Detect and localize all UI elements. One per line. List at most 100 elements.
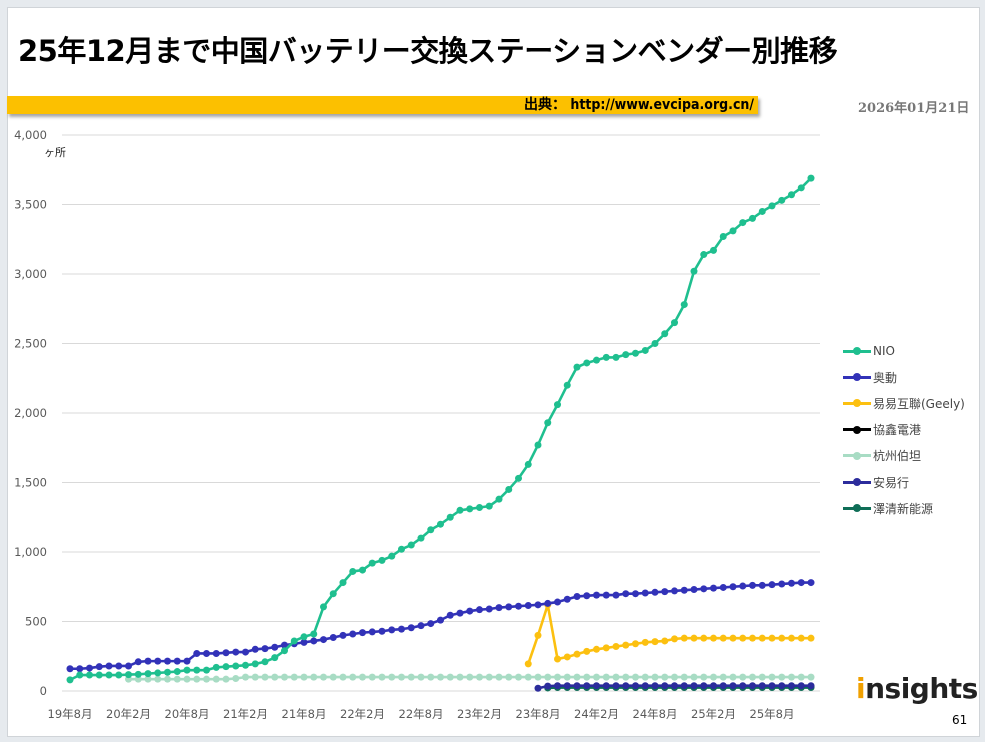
data-point <box>193 649 201 657</box>
y-tick-label: 2,000 <box>14 406 47 420</box>
legend-item: 杭州伯坦 <box>843 443 965 469</box>
data-point <box>680 301 688 309</box>
data-point <box>95 671 103 679</box>
data-point <box>632 640 639 648</box>
y-axis-label: ヶ所 <box>44 146 66 159</box>
data-point <box>203 666 210 674</box>
data-point <box>563 595 571 603</box>
page-number: 61 <box>952 713 968 727</box>
data-point <box>193 675 201 683</box>
data-point <box>446 513 454 521</box>
data-point <box>807 682 815 690</box>
data-point <box>76 665 84 673</box>
legend-swatch <box>843 478 871 487</box>
data-point <box>632 673 639 681</box>
data-point <box>768 634 776 642</box>
data-point <box>183 666 191 674</box>
series-line <box>69 177 812 682</box>
data-point <box>515 602 522 610</box>
legend-item: 澤清新能源 <box>843 495 965 521</box>
data-point <box>602 644 610 652</box>
data-point <box>554 401 561 409</box>
y-tick-label: 2,500 <box>14 337 47 351</box>
data-point <box>593 682 600 690</box>
data-point <box>641 589 649 597</box>
data-point <box>768 682 776 690</box>
data-point <box>144 675 152 683</box>
data-point <box>593 673 600 681</box>
source-text: 出典： http://www.evcipa.org.cn/ <box>524 97 754 113</box>
data-point <box>651 682 659 690</box>
data-point <box>641 673 649 681</box>
data-point <box>700 682 708 690</box>
data-point <box>788 682 795 690</box>
data-point <box>778 196 786 204</box>
data-point <box>164 675 171 683</box>
data-point <box>573 363 581 371</box>
data-point <box>427 673 435 681</box>
data-point <box>583 673 591 681</box>
data-point <box>212 663 220 671</box>
data-point <box>183 675 191 683</box>
data-point <box>222 675 230 683</box>
data-point <box>456 673 464 681</box>
data-point <box>680 673 688 681</box>
data-point <box>739 682 747 690</box>
data-point <box>758 207 766 215</box>
x-tick-label: 21年2月 <box>223 707 268 721</box>
data-point <box>563 381 571 389</box>
legend-item: 安易行 <box>843 469 965 495</box>
series-line <box>70 581 811 671</box>
data-point <box>134 658 142 666</box>
legend-swatch <box>843 347 871 356</box>
legend-label: 澤清新能源 <box>873 501 934 516</box>
data-point <box>622 590 630 598</box>
data-point <box>690 634 698 642</box>
data-point <box>66 665 74 673</box>
data-point <box>86 664 93 672</box>
x-tick-label: 20年2月 <box>106 707 151 721</box>
data-point <box>388 552 396 560</box>
y-tick-label: 0 <box>40 684 47 698</box>
data-point <box>768 673 776 681</box>
data-point <box>602 353 610 361</box>
x-tick-label: 24年8月 <box>633 707 678 721</box>
data-point <box>671 682 678 690</box>
data-point <box>417 673 425 681</box>
data-point <box>86 671 93 679</box>
data-point <box>729 682 737 690</box>
data-point <box>320 673 327 681</box>
data-point <box>602 682 610 690</box>
data-point <box>495 673 503 681</box>
data-point <box>622 351 630 359</box>
data-point <box>778 673 786 681</box>
x-tick-label: 22年8月 <box>399 707 444 721</box>
y-tick-label: 4,000 <box>14 128 47 142</box>
data-point <box>515 673 522 681</box>
data-point <box>524 673 532 681</box>
data-point <box>388 626 396 634</box>
data-point <box>134 675 142 683</box>
data-point <box>437 520 444 528</box>
data-point <box>622 682 630 690</box>
data-point <box>593 591 600 599</box>
data-point <box>466 673 474 681</box>
data-point <box>349 673 357 681</box>
data-point <box>739 673 747 681</box>
legend-label: 安易行 <box>873 475 910 490</box>
data-point <box>524 602 532 610</box>
data-point <box>281 641 288 649</box>
data-point <box>437 673 444 681</box>
data-point <box>593 645 600 653</box>
data-point <box>710 584 717 592</box>
data-point <box>807 174 815 182</box>
data-point <box>739 582 747 590</box>
data-point <box>573 650 581 658</box>
data-point <box>778 682 786 690</box>
data-point <box>359 566 366 574</box>
data-point <box>788 191 795 199</box>
data-point <box>300 638 308 646</box>
data-point <box>788 634 795 642</box>
data-point <box>329 590 337 598</box>
